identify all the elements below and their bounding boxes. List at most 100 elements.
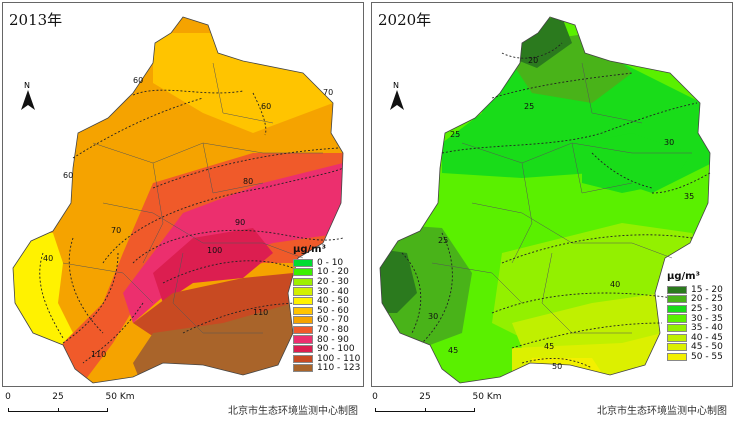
district-borders-2013 (62, 62, 323, 334)
legend-item: 20 - 25 (667, 294, 723, 305)
contour-label: 30 (428, 312, 438, 321)
legend-swatch (293, 297, 313, 306)
contour-label: 25 (450, 130, 460, 139)
north-arrow-icon: N (390, 81, 404, 111)
legend-swatch (293, 316, 313, 325)
beijing-outline-2020 (379, 16, 711, 384)
legend-label: 30 - 35 (691, 313, 723, 324)
contour-label: 90 (235, 218, 245, 227)
scale-bar-right: 0 25 50 Km (372, 392, 501, 412)
legend-swatch (667, 333, 687, 342)
legend-label: 25 - 30 (691, 303, 723, 314)
legend-item: 15 - 20 (667, 285, 723, 295)
contour-label: 20 (528, 56, 538, 65)
contour-label: 50 (552, 362, 562, 371)
legend-item: 25 - 30 (667, 304, 723, 314)
legend-item: 110 - 123 (293, 363, 360, 373)
legend-label: 20 - 30 (317, 276, 349, 287)
legend-item: 35 - 40 (667, 323, 723, 333)
map-credit-left: 北京市生态环境监测中心制图 (228, 406, 358, 417)
legend-label: 10 - 20 (317, 267, 349, 278)
legend-unit: μg/m³ (667, 271, 700, 282)
district-borders-2020 (431, 62, 692, 334)
contour-label: 45 (448, 346, 458, 355)
scale-tick (425, 408, 426, 412)
map-credit-right: 北京市生态环境监测中心制图 (597, 406, 727, 417)
legend-label: 100 - 110 (317, 353, 361, 364)
north-label: N (24, 81, 30, 90)
legend-item: 80 - 90 (293, 335, 360, 345)
scale-label: 25 (419, 392, 431, 402)
contour-label: 100 (207, 246, 222, 255)
legend-swatch (293, 335, 313, 344)
map-title-2020: 2020年 (378, 11, 432, 29)
legend-item: 30 - 40 (293, 287, 360, 297)
legend-swatch (667, 343, 687, 352)
legend-item: 60 - 70 (293, 315, 360, 326)
legend-swatch (293, 306, 313, 315)
north-arrow-shape (390, 90, 404, 110)
legend-label: 40 - 45 (691, 332, 723, 343)
contour-lines-2020 (401, 42, 711, 369)
contour-label: 45 (544, 342, 554, 351)
legend-label: 70 - 80 (317, 324, 349, 335)
legend-label: 40 - 50 (317, 296, 349, 307)
legend-item: 40 - 50 (293, 296, 360, 306)
contour-label: 110 (91, 350, 106, 359)
legend-item: 45 - 50 (667, 342, 723, 353)
legend-label: 15 - 20 (691, 284, 723, 295)
contour-label: 60 (261, 102, 271, 111)
legend-label: 45 - 50 (691, 342, 723, 353)
map-2013: 60 70 60 70 60 40 80 90 100 110 110 (12, 16, 344, 384)
scale-label: 50 Km (472, 392, 502, 402)
zone-15-20-west (380, 248, 417, 313)
legend-swatch (293, 277, 313, 287)
contour-label: 25 (438, 236, 448, 245)
legend-swatch (667, 314, 687, 323)
scale-label: 25 (52, 392, 64, 402)
legend-item: 40 - 45 (667, 333, 723, 343)
legend-swatch (293, 345, 313, 354)
contour-label: 60 (133, 76, 143, 85)
legend-item: 100 - 110 (293, 354, 360, 364)
legend-swatch (293, 325, 313, 335)
legend-item: 50 - 60 (293, 306, 360, 316)
legend-label: 0 - 10 (317, 257, 344, 268)
scale-tick (58, 408, 59, 412)
legend-label: 30 - 40 (317, 286, 349, 297)
map-panel-2020: 20 25 25 30 35 25 30 40 45 45 50 2020年 N… (371, 2, 733, 387)
legend-2013: μg/m³ 0 - 10 10 - 20 20 - 30 30 - 40 40 - 50… (293, 244, 360, 373)
legend-unit: μg/m³ (293, 244, 326, 255)
contour-label: 40 (43, 254, 53, 263)
legend-swatch (667, 324, 687, 333)
contour-labels-2020: 20 25 25 30 35 25 30 40 45 45 50 (428, 56, 694, 371)
north-arrow-icon: N (21, 81, 35, 111)
contour-label: 35 (684, 192, 694, 201)
contour-label: 70 (111, 226, 121, 235)
legend-item: 10 - 20 (293, 267, 360, 278)
contour-label: 80 (243, 177, 253, 186)
zone-25-30-east (582, 133, 692, 193)
legend-item: 0 - 10 (293, 258, 360, 268)
zone-50-60-north (153, 33, 333, 133)
contour-label: 60 (63, 171, 73, 180)
legend-swatch (293, 258, 313, 267)
legend-item: 20 - 30 (293, 277, 360, 287)
contour-label: 40 (610, 280, 620, 289)
scale-label: 0 (5, 392, 11, 402)
legend-label: 90 - 100 (317, 344, 355, 355)
legend-swatch (667, 295, 687, 304)
legend-2020: μg/m³ 15 - 20 20 - 25 25 - 30 30 - 35 35 - 4… (667, 271, 723, 362)
legend-item: 90 - 100 (293, 344, 360, 354)
legend-label: 80 - 90 (317, 334, 349, 345)
legend-swatch (667, 304, 687, 314)
legend-swatch (293, 268, 313, 277)
legend-label: 35 - 40 (691, 323, 723, 334)
contour-label: 25 (524, 102, 534, 111)
legend-item: 50 - 55 (667, 352, 723, 362)
legend-label: 50 - 55 (691, 351, 723, 362)
north-label: N (393, 81, 399, 90)
legend-label: 20 - 25 (691, 294, 723, 305)
beijing-outline-2013 (12, 16, 344, 384)
legend-label: 60 - 70 (317, 315, 349, 326)
